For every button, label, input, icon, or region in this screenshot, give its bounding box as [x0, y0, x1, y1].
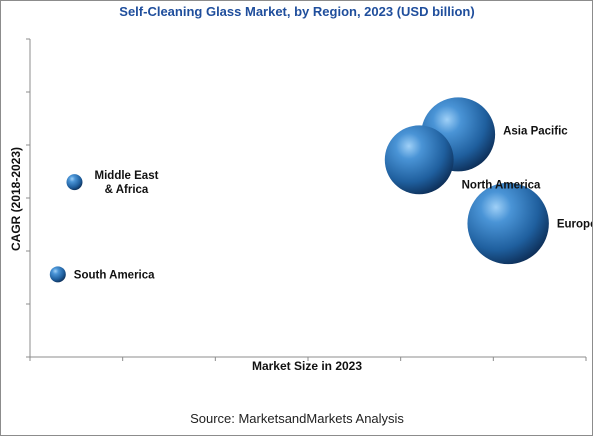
bubble-label: Asia Pacific	[503, 125, 568, 137]
bubble-label: Middle East & Africa	[95, 170, 159, 196]
bubbles	[49, 97, 549, 283]
bubble-middle-east-africa	[66, 174, 83, 191]
bubble-label: South America	[74, 269, 155, 281]
source-note: Source: MarketsandMarkets Analysis	[190, 411, 404, 426]
bubble-label: North America	[462, 179, 541, 191]
chart-title: Self-Cleaning Glass Market, by Region, 2…	[119, 4, 474, 19]
axes	[26, 38, 587, 361]
bubble-south-america	[49, 266, 66, 283]
bubble-labels: Asia Pacific North America Europe Middle Ea…	[74, 125, 592, 281]
bubble-label: Europe	[557, 218, 592, 230]
x-axis-label: Market Size in 2023	[252, 359, 362, 373]
y-axis-label: CAGR (2018-2023)	[9, 147, 23, 251]
bubble-europe	[467, 182, 549, 265]
bubble-north-america	[384, 125, 454, 195]
